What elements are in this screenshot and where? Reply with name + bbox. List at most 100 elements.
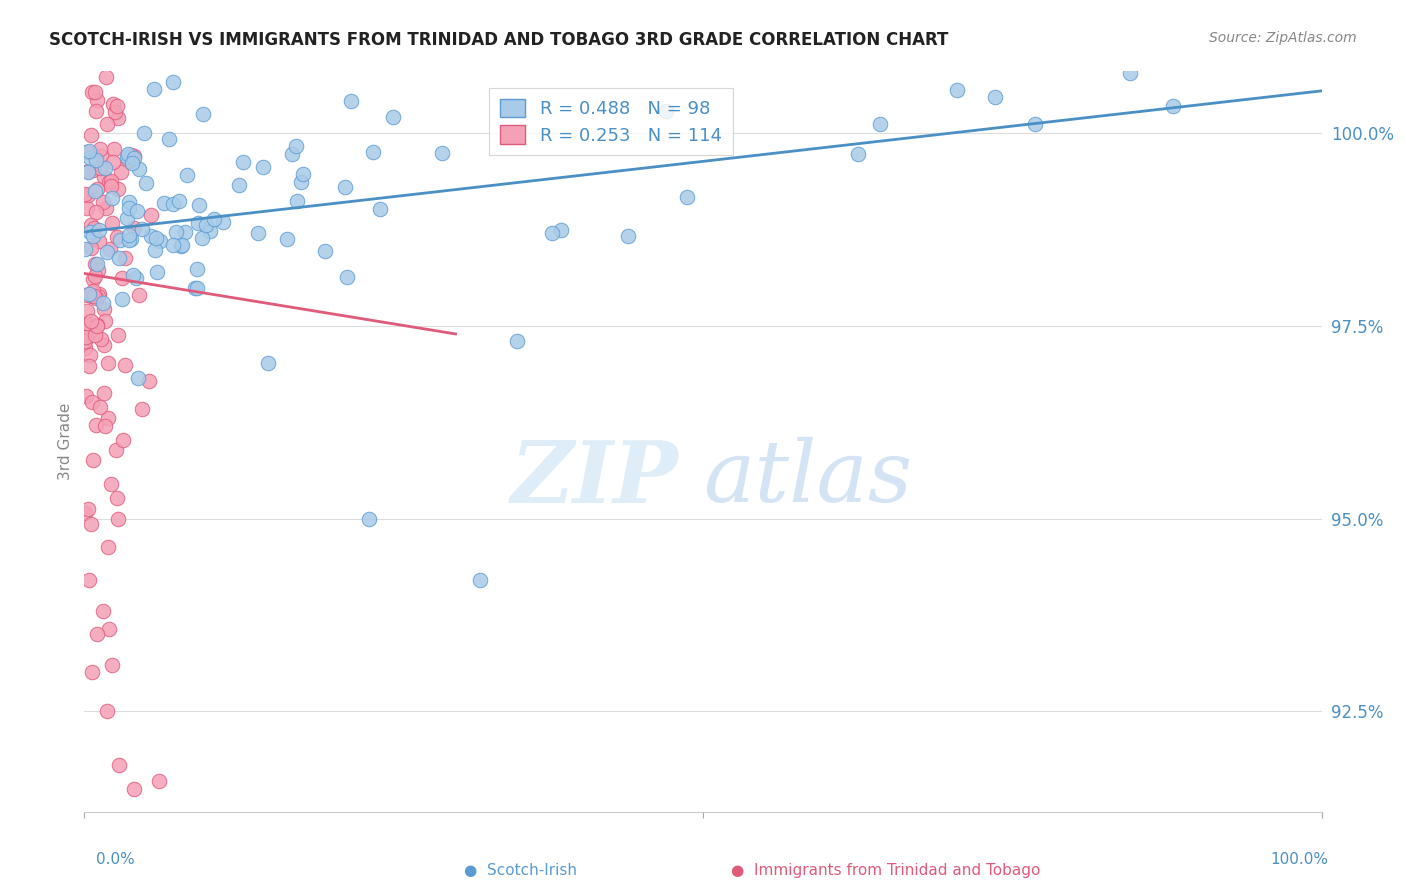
Point: [91, 195, 114, 210]
Point: [97, 622, 120, 636]
Point: [77, 163, 100, 178]
Point: [87, 234, 110, 248]
Point: [141, 228, 163, 243]
Point: [96, 245, 118, 260]
Point: [1119, 66, 1142, 80]
Point: [162, 74, 184, 88]
Point: [91, 604, 114, 618]
Point: [82, 163, 104, 178]
Point: [195, 219, 218, 233]
Point: [127, 370, 149, 384]
Point: [1029, 54, 1052, 68]
Point: [97, 175, 120, 189]
Point: [80, 128, 103, 142]
Point: [84, 291, 107, 305]
Point: [470, 574, 492, 588]
Point: [165, 225, 187, 239]
Point: [82, 228, 104, 243]
Point: [82, 284, 104, 298]
Point: [77, 359, 100, 374]
Point: [172, 237, 194, 252]
Point: [149, 234, 172, 248]
Point: [89, 286, 111, 301]
Point: [93, 419, 115, 434]
Point: [188, 198, 211, 212]
Point: [107, 512, 129, 526]
Point: [846, 147, 869, 161]
Point: [80, 665, 103, 679]
Point: [76, 303, 98, 318]
Point: [110, 165, 132, 179]
Point: [291, 167, 314, 181]
Point: [79, 151, 101, 165]
Point: [75, 341, 97, 355]
Point: [145, 264, 167, 278]
Point: [174, 225, 197, 239]
Point: [80, 241, 103, 255]
Point: [93, 161, 115, 175]
Point: [87, 289, 110, 303]
Point: [80, 517, 103, 532]
Text: ●  Scotch-Irish: ● Scotch-Irish: [464, 863, 576, 879]
Point: [84, 153, 107, 168]
Point: [617, 229, 640, 244]
Point: [77, 573, 100, 587]
Point: [80, 395, 103, 409]
Point: [96, 356, 118, 370]
Point: [143, 243, 166, 257]
Point: [104, 105, 127, 120]
Point: [80, 0, 103, 13]
Point: [93, 301, 115, 316]
Point: [1024, 117, 1046, 131]
Point: [100, 174, 122, 188]
Point: [117, 194, 139, 209]
Point: [120, 148, 142, 162]
Point: [232, 155, 254, 169]
Point: [86, 318, 108, 333]
Point: [75, 389, 97, 403]
Point: [96, 201, 118, 215]
Point: [125, 271, 148, 285]
Point: [86, 627, 108, 641]
Point: [111, 292, 134, 306]
Point: [112, 434, 135, 448]
Point: [80, 314, 103, 328]
Point: [655, 103, 678, 118]
Point: [96, 117, 118, 131]
Text: ZIP: ZIP: [510, 437, 678, 520]
Point: [104, 443, 127, 458]
Point: [117, 146, 139, 161]
Point: [86, 93, 108, 107]
Point: [87, 262, 110, 277]
Point: [97, 411, 120, 425]
Point: [97, 541, 120, 555]
Point: [96, 22, 118, 37]
Point: [103, 142, 125, 156]
Legend: R = 0.488   N = 98, R = 0.253   N = 114: R = 0.488 N = 98, R = 0.253 N = 114: [489, 87, 733, 155]
Text: ●  Immigrants from Trinidad and Tobago: ● Immigrants from Trinidad and Tobago: [731, 863, 1040, 879]
Point: [83, 27, 105, 41]
Point: [247, 226, 270, 240]
Point: [89, 222, 111, 236]
Point: [93, 337, 115, 351]
Point: [120, 232, 142, 246]
Point: [107, 230, 129, 244]
Point: [193, 107, 215, 121]
Point: [90, 332, 112, 346]
Point: [100, 658, 122, 673]
Point: [89, 161, 111, 176]
Point: [82, 453, 104, 467]
Point: [228, 178, 250, 193]
Point: [280, 146, 302, 161]
Text: SCOTCH-IRISH VS IMMIGRANTS FROM TRINIDAD AND TOBAGO 3RD GRADE CORRELATION CHART: SCOTCH-IRISH VS IMMIGRANTS FROM TRINIDAD…: [49, 31, 949, 49]
Point: [83, 288, 105, 302]
Point: [125, 204, 148, 219]
Point: [107, 112, 129, 126]
Point: [336, 270, 359, 285]
Point: [122, 268, 145, 282]
Point: [107, 252, 129, 266]
Point: [100, 179, 122, 194]
Point: [83, 327, 105, 342]
Point: [202, 212, 225, 227]
Point: [430, 146, 453, 161]
